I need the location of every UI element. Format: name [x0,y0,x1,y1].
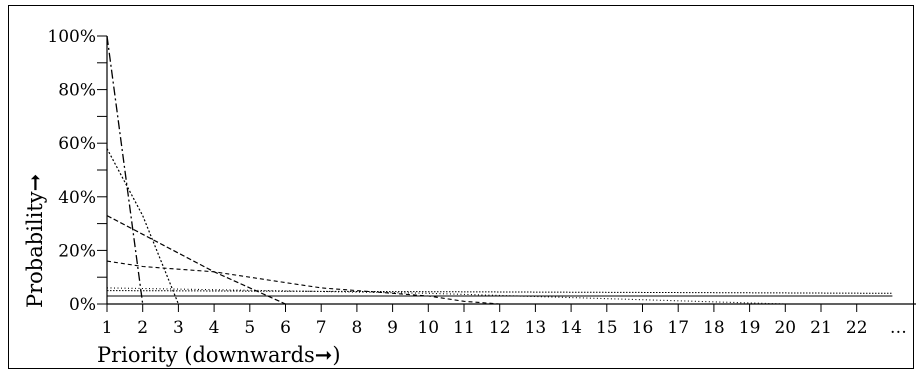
x-tick-label: 19 [739,318,761,338]
y-axis-title: Probability➞ [23,174,47,308]
x-tick-label: 6 [280,318,291,338]
y-tick-label: 0% [69,295,96,315]
x-tick-label: 21 [810,318,832,338]
series-line-1 [107,36,143,304]
y-tick-label: 40% [58,188,96,208]
x-tick-label: 13 [525,318,547,338]
x-tick-label: 22 [846,318,868,338]
series-line-3 [107,216,286,304]
x-tick-label: 1 [102,318,113,338]
x-tick-label: 9 [387,318,398,338]
series-line-6 [107,291,892,294]
x-tick-label: 5 [244,318,255,338]
axes: 0%20%40%60%80%100%1 2 3 4 5 6 7 8 9 10 11 12 13 14 15 1… [47,27,916,338]
x-tick-label: 15 [596,318,618,338]
x-tick-label: … [890,318,907,338]
x-tick-label: 20 [774,318,796,338]
series-line-4 [107,261,500,304]
x-tick-label: 10 [417,318,439,338]
series-line-2 [107,149,178,304]
x-tick-label: 4 [209,318,220,338]
x-tick-label: 18 [703,318,725,338]
x-tick-label: 11 [453,318,475,338]
x-tick-label: 2 [137,318,148,338]
x-tick-label: 8 [351,318,362,338]
x-tick-label: 14 [560,318,582,338]
x-tick-label: 3 [173,318,184,338]
y-tick-label: 20% [58,241,96,261]
y-tick-label: 80% [58,81,96,101]
y-tick-label: 100% [47,27,96,47]
x-tick-label: 16 [632,318,654,338]
x-tick-label: 7 [316,318,327,338]
series-layer [107,36,892,304]
y-tick-label: 60% [58,134,96,154]
x-tick-label: 17 [667,318,689,338]
x-tick-label: 12 [489,318,511,338]
x-axis-title: Priority (downwards➞) [97,343,341,367]
